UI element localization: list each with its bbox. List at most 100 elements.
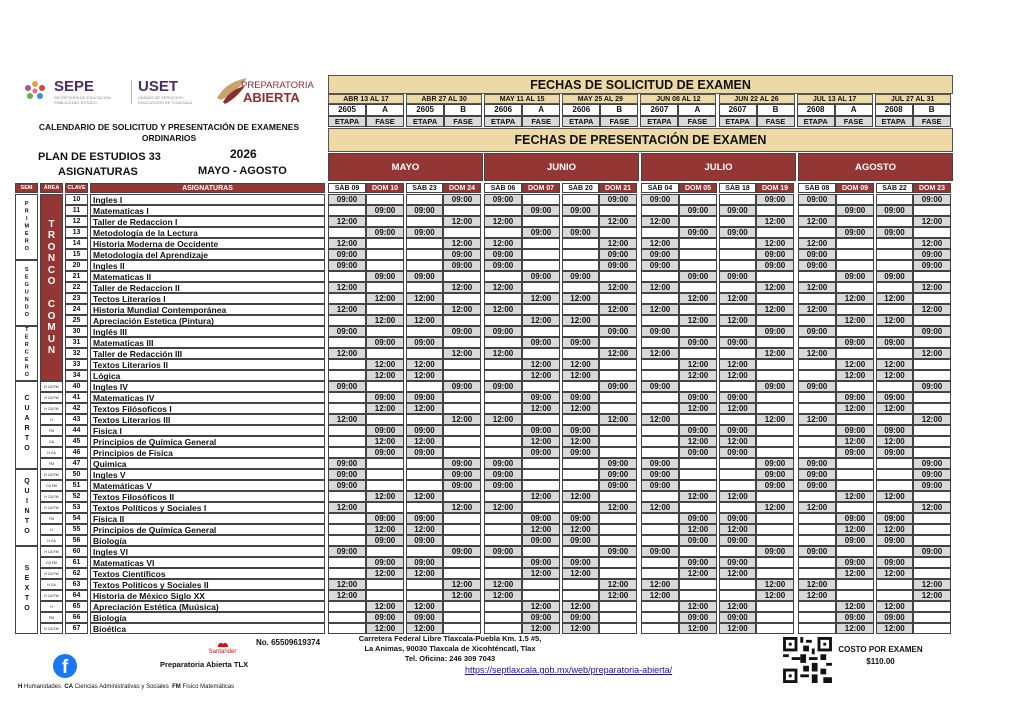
exam-time-cell: 12:00	[484, 414, 522, 425]
exam-time-cell: 09:00	[406, 271, 443, 282]
address: Carretera Federal Libre Tlaxcala-Puebla …	[335, 634, 565, 664]
etapa-label: ETAPA	[406, 116, 445, 127]
exam-time-cell	[366, 381, 404, 392]
exam-time-cell: 12:00	[756, 348, 794, 359]
exam-time-cell: 09:00	[562, 205, 599, 216]
exam-time-cell	[836, 348, 874, 359]
exam-time-cell: 09:00	[641, 546, 679, 557]
exam-time-cell	[522, 590, 560, 601]
exam-time-cell	[522, 282, 560, 293]
exam-time-cell: 12:00	[798, 579, 836, 590]
clave-cell: 65	[65, 601, 88, 612]
exam-time-cell: 12:00	[756, 304, 794, 315]
exam-time-cell	[798, 513, 836, 524]
exam-time-cell	[366, 414, 404, 425]
exam-time-cell: 09:00	[406, 513, 443, 524]
exam-time-cell: 12:00	[679, 623, 717, 634]
exam-time-cell: 09:00	[679, 513, 717, 524]
col-header-asignaturas: ASIGNATURAS	[90, 183, 325, 193]
clave-cell: 12	[65, 216, 88, 227]
exam-time-cell: 12:00	[328, 304, 366, 315]
exam-time-cell: 09:00	[719, 513, 756, 524]
exam-time-cell: 09:00	[562, 337, 599, 348]
exam-time-cell	[679, 260, 717, 271]
exam-time-cell	[719, 546, 756, 557]
exam-time-cell: 12:00	[836, 315, 874, 326]
clave-cell: 52	[65, 491, 88, 502]
exam-time-cell: 09:00	[406, 557, 443, 568]
exam-time-cell	[876, 260, 913, 271]
exam-time-cell	[641, 623, 679, 634]
exam-time-cell: 09:00	[484, 381, 522, 392]
exam-time-cell: 12:00	[562, 359, 599, 370]
exam-time-cell	[406, 238, 443, 249]
facebook-icon[interactable]: f	[53, 654, 77, 678]
exam-time-cell: 09:00	[679, 425, 717, 436]
exam-time-cell	[366, 326, 404, 337]
exam-time-cell: 12:00	[484, 579, 522, 590]
exam-time-cell	[328, 403, 366, 414]
exam-time-cell	[562, 260, 599, 271]
exam-time-cell: 12:00	[719, 491, 756, 502]
area-cell: H CA FM	[40, 502, 63, 513]
exam-time-cell: 09:00	[522, 271, 560, 282]
subject-name: Metodología del Aprendizaje	[90, 249, 325, 260]
exam-time-cell: 12:00	[679, 436, 717, 447]
sepe-logo: SEPE SECRETARÍA DE EDUCACIÓN PÚBLICA DEL…	[22, 78, 122, 106]
exam-time-cell: 09:00	[719, 612, 756, 623]
exam-time-cell: 12:00	[599, 304, 637, 315]
exam-time-cell: 12:00	[876, 370, 913, 381]
exam-time-cell	[913, 524, 951, 535]
subject-name: Taller de Redaccion I	[90, 216, 325, 227]
exam-time-cell	[913, 557, 951, 568]
exam-time-cell	[328, 315, 366, 326]
exam-time-cell: 12:00	[756, 238, 794, 249]
exam-time-cell	[719, 216, 756, 227]
exam-time-cell: 09:00	[406, 392, 443, 403]
exam-time-cell	[522, 458, 560, 469]
exam-time-cell	[328, 447, 366, 458]
exam-time-cell: 12:00	[484, 238, 522, 249]
exam-time-cell: 09:00	[836, 392, 874, 403]
exam-time-cell	[641, 568, 679, 579]
exam-time-cell	[443, 535, 481, 546]
exam-time-cell: 12:00	[406, 524, 443, 535]
exam-time-cell	[562, 348, 599, 359]
exam-time-cell: 12:00	[836, 370, 874, 381]
exam-time-cell: 12:00	[756, 216, 794, 227]
exam-time-cell	[484, 337, 522, 348]
etapa-value: 2608	[796, 104, 835, 116]
exam-time-cell: 12:00	[913, 590, 951, 601]
exam-time-cell	[876, 249, 913, 260]
semester-quinto: QUINTO	[15, 469, 38, 546]
exam-time-cell	[641, 337, 679, 348]
subject-name: Taller de Redaccion II	[90, 282, 325, 293]
website-link[interactable]: https://septlaxcala.gob.mx/web/preparato…	[465, 665, 673, 675]
exam-time-cell: 12:00	[562, 293, 599, 304]
subject-name: Textos Literarios III	[90, 414, 325, 425]
exam-time-cell	[562, 326, 599, 337]
area-letter: O	[47, 276, 56, 287]
subject-name: Apreciación Estética (Muúsica)	[90, 601, 325, 612]
exam-time-cell	[562, 216, 599, 227]
exam-time-cell	[798, 337, 836, 348]
exam-time-cell	[328, 392, 366, 403]
subject-name: Historia Moderna de Occidente	[90, 238, 325, 249]
address-line1: Carretera Federal Libre Tlaxcala-Puebla …	[358, 634, 542, 643]
exam-time-cell	[756, 205, 794, 216]
exam-time-cell	[679, 469, 717, 480]
subject-name: Textos Literarios II	[90, 359, 325, 370]
fase-label: FASE	[678, 116, 717, 127]
exam-time-cell: 12:00	[679, 403, 717, 414]
exam-time-cell	[798, 623, 836, 634]
exam-time-cell: 12:00	[522, 359, 560, 370]
qr-code-icon[interactable]	[782, 637, 833, 683]
exam-time-cell	[406, 590, 443, 601]
exam-time-cell	[836, 469, 874, 480]
exam-time-cell: 12:00	[522, 315, 560, 326]
exam-time-cell	[913, 447, 951, 458]
exam-time-cell: 12:00	[406, 601, 443, 612]
exam-time-cell: 09:00	[756, 260, 794, 271]
exam-time-cell	[366, 480, 404, 491]
exam-time-cell: 12:00	[443, 348, 481, 359]
